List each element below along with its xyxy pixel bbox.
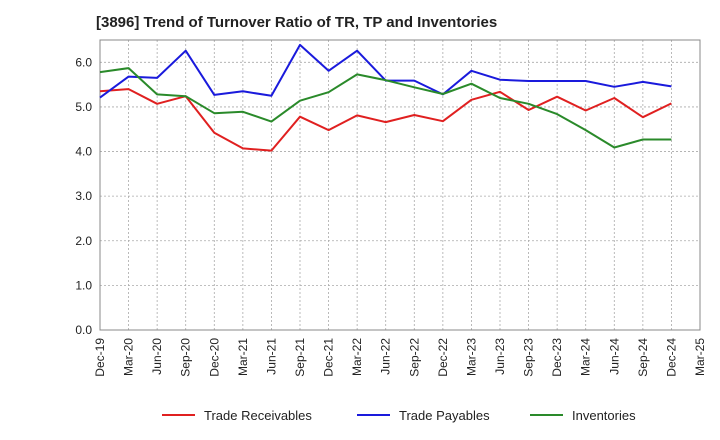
legend: Trade Receivables Trade Payables Inventori… — [162, 408, 636, 423]
y-tick-label: 2.0 — [75, 234, 92, 248]
series-line-trade-receivables — [99, 88, 672, 152]
x-tick-label: Mar-21 — [236, 338, 250, 376]
x-tick-label: Dec-24 — [664, 338, 678, 377]
y-tick-label: 4.0 — [75, 145, 92, 159]
x-tick-label: Jun-20 — [150, 338, 164, 375]
series-lines — [99, 43, 672, 152]
x-tick-label: Dec-19 — [93, 338, 107, 377]
y-tick-label: 3.0 — [75, 189, 92, 203]
y-tick-label: 1.0 — [75, 278, 92, 292]
x-tick-label: Mar-20 — [122, 338, 136, 376]
legend-label-trade-payables: Trade Payables — [399, 408, 490, 423]
axes: 0.0 1.0 2.0 3.0 4.0 5.0 6.0 Dec-19 Mar-20 Jun-20 S… — [75, 39, 707, 377]
series-line-inventories — [99, 67, 672, 149]
x-tick-label: Sep-20 — [179, 338, 193, 377]
chart-title: [3896] Trend of Turnover Ratio of TR, TP… — [96, 14, 498, 31]
x-tick-label: Sep-21 — [293, 338, 307, 377]
x-tick-label: Dec-21 — [322, 338, 336, 377]
x-tick-label: Sep-24 — [636, 338, 650, 377]
x-tick-label: Dec-20 — [207, 338, 221, 377]
legend-label-trade-receivables: Trade Receivables — [204, 408, 312, 423]
plot-frame — [99, 39, 701, 331]
x-tick-label: Dec-23 — [550, 338, 564, 377]
x-tick-label: Mar-25 — [693, 338, 707, 376]
x-tick-label: Mar-24 — [579, 338, 593, 376]
x-tick-label: Dec-22 — [436, 338, 450, 377]
x-tick-label: Sep-23 — [522, 338, 536, 377]
x-tick-label: Jun-24 — [607, 338, 621, 375]
x-tick-label: Jun-21 — [264, 338, 278, 375]
legend-label-inventories: Inventories — [572, 408, 636, 423]
x-tick-label: Sep-22 — [407, 338, 421, 377]
x-tick-label: Mar-23 — [464, 338, 478, 376]
y-tick-label: 6.0 — [75, 55, 92, 69]
x-tick-label: Jun-22 — [379, 338, 393, 375]
y-tick-label: 5.0 — [75, 100, 92, 114]
x-tick-label: Jun-23 — [493, 338, 507, 375]
x-tick-label: Mar-22 — [350, 338, 364, 376]
y-tick-label: 0.0 — [75, 323, 92, 337]
